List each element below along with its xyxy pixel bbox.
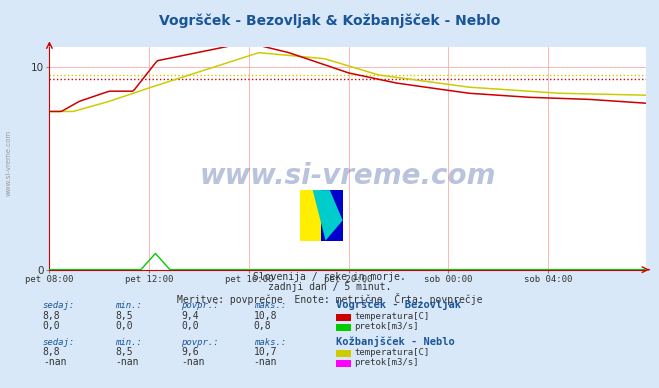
Text: Meritve: povprečne  Enote: metrične  Črta: povprečje: Meritve: povprečne Enote: metrične Črta:…: [177, 293, 482, 305]
Text: maks.:: maks.:: [254, 301, 286, 310]
Text: Slovenija / reke in morje.: Slovenija / reke in morje.: [253, 272, 406, 282]
Text: maks.:: maks.:: [254, 338, 286, 346]
Text: sedaj:: sedaj:: [43, 338, 75, 346]
Text: 0,0: 0,0: [43, 321, 61, 331]
Text: povpr.:: povpr.:: [181, 338, 219, 346]
Text: 8,8: 8,8: [43, 311, 61, 321]
Polygon shape: [313, 190, 343, 241]
Text: min.:: min.:: [115, 301, 142, 310]
Text: Vogršček - Bezovljak: Vogršček - Bezovljak: [336, 300, 461, 310]
Text: -nan: -nan: [254, 357, 277, 367]
Text: 10,8: 10,8: [254, 311, 277, 321]
Text: www.si-vreme.com: www.si-vreme.com: [5, 130, 11, 196]
Text: 8,5: 8,5: [115, 347, 133, 357]
Text: 9,6: 9,6: [181, 347, 199, 357]
Text: pretok[m3/s]: pretok[m3/s]: [355, 358, 419, 367]
Text: 0,0: 0,0: [181, 321, 199, 331]
Bar: [322, 190, 343, 241]
Text: zadnji dan / 5 minut.: zadnji dan / 5 minut.: [268, 282, 391, 293]
Bar: [300, 190, 322, 241]
Text: www.si-vreme.com: www.si-vreme.com: [200, 162, 496, 190]
Text: sedaj:: sedaj:: [43, 301, 75, 310]
Text: 10,7: 10,7: [254, 347, 277, 357]
Text: temperatura[C]: temperatura[C]: [355, 348, 430, 357]
Text: povpr.:: povpr.:: [181, 301, 219, 310]
Text: Kožbanjšček - Neblo: Kožbanjšček - Neblo: [336, 336, 455, 346]
Text: Vogršček - Bezovljak & Kožbanjšček - Neblo: Vogršček - Bezovljak & Kožbanjšček - Neb…: [159, 14, 500, 28]
Text: 8,5: 8,5: [115, 311, 133, 321]
Text: temperatura[C]: temperatura[C]: [355, 312, 430, 321]
Text: 0,8: 0,8: [254, 321, 272, 331]
Text: -nan: -nan: [115, 357, 139, 367]
Text: 8,8: 8,8: [43, 347, 61, 357]
Text: pretok[m3/s]: pretok[m3/s]: [355, 322, 419, 331]
Text: 9,4: 9,4: [181, 311, 199, 321]
Text: -nan: -nan: [43, 357, 67, 367]
Text: min.:: min.:: [115, 338, 142, 346]
Text: -nan: -nan: [181, 357, 205, 367]
Text: 0,0: 0,0: [115, 321, 133, 331]
